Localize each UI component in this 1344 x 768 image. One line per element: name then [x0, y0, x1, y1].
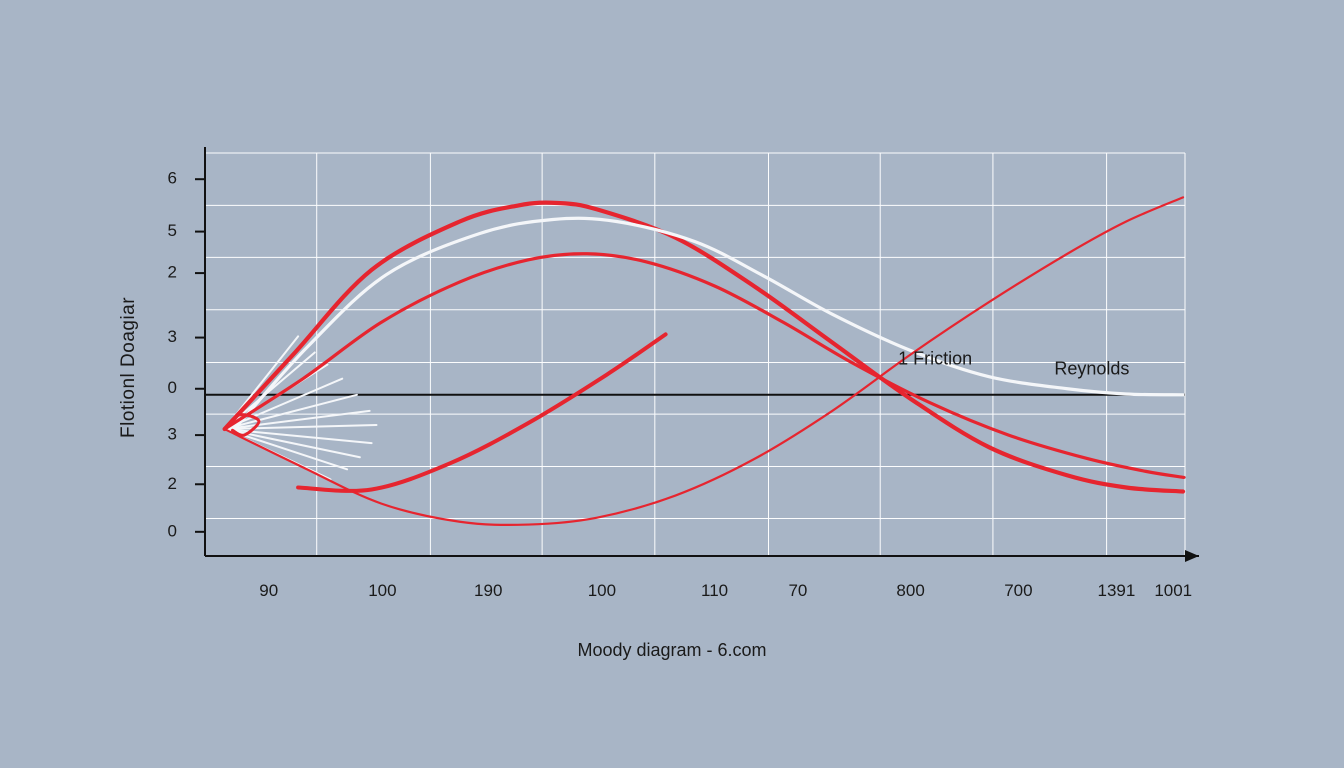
x-tick-label: 110 — [701, 581, 728, 600]
x-tick-label: 800 — [896, 581, 924, 600]
y-tick-label: 3 — [168, 327, 177, 346]
x-tick-label: 1001 — [1154, 581, 1192, 600]
curves — [225, 197, 1184, 525]
x-tick-label: 100 — [368, 581, 396, 600]
x-axis-arrow — [1185, 550, 1199, 562]
chart-caption: Moody diagram - 6.com — [0, 640, 1344, 661]
y-tick-label: 2 — [168, 263, 177, 282]
x-tick-label: 1391 — [1097, 581, 1135, 600]
y-tick-label: 0 — [168, 378, 177, 397]
x-tick-label: 90 — [259, 581, 278, 600]
y-tick-label: 3 — [168, 425, 177, 444]
x-tick-label: 190 — [474, 581, 502, 600]
grid — [205, 153, 1185, 556]
y-axis-label: Flotionl Doagiar — [118, 297, 140, 438]
label-reynolds: Reynolds — [1054, 358, 1129, 379]
y-tick-label: 2 — [168, 474, 177, 493]
label-friction: 1 Friction — [898, 348, 972, 369]
x-tick-label: 70 — [788, 581, 807, 600]
x-tick-label: 700 — [1004, 581, 1032, 600]
y-tick-label: 5 — [168, 221, 177, 240]
ray-fan — [225, 336, 377, 479]
x-tick-label: 100 — [588, 581, 616, 600]
y-tick-label: 6 — [168, 169, 177, 188]
y-tick-label: 0 — [168, 521, 177, 540]
